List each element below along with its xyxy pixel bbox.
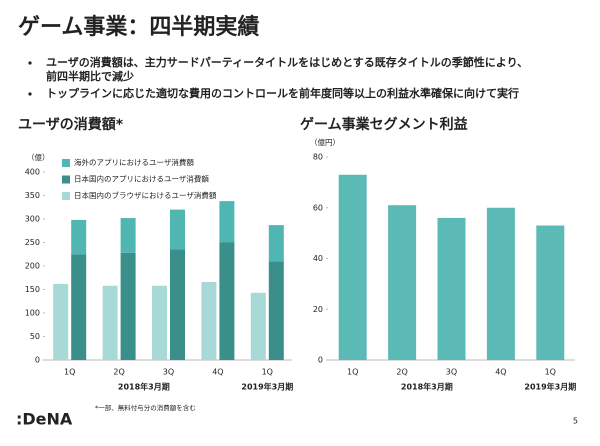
y-tick-label: 200 <box>25 262 40 271</box>
y-tick-label: 400 <box>25 168 40 177</box>
bar <box>486 207 515 360</box>
y-tick-label: 300 <box>25 215 40 224</box>
bar <box>102 285 118 360</box>
bar-segment <box>170 209 185 250</box>
footnote: *一部、無料付与分の消費額を含む <box>95 403 196 412</box>
bullet-dot <box>28 61 32 65</box>
page-number: 5 <box>573 417 578 426</box>
legend-label: 海外のアプリにおけるユーザ消費額 <box>74 157 194 167</box>
bar-segment <box>268 261 284 360</box>
y-tick-label: 350 <box>25 191 40 200</box>
bar-segment <box>71 254 87 360</box>
y-tick-label: 60 <box>313 203 323 212</box>
x-tick-label: 3Q <box>446 368 457 377</box>
x-group-label: 2019年3月期 <box>524 382 576 392</box>
bullet-text: トップラインに応じた適切な費用のコントロールを前年度同等以上の利益水準確保に向け… <box>46 86 519 100</box>
bar <box>53 283 69 360</box>
y-tick-label: 50 <box>30 332 40 341</box>
bar <box>437 217 466 360</box>
bar <box>201 281 217 360</box>
x-tick-label: 4Q <box>495 368 506 377</box>
x-tick-label: 1Q <box>545 368 556 377</box>
x-group-label: 2018年3月期 <box>118 382 170 392</box>
y-tick-label: 40 <box>313 254 323 263</box>
y-unit: （億） <box>27 152 50 162</box>
legend-label: 日本国内のアプリにおけるユーザ消費額 <box>74 174 209 184</box>
y-unit: （億円） <box>310 137 340 147</box>
x-tick-label: 2Q <box>113 368 124 377</box>
bar <box>338 174 367 360</box>
chart-title: ユーザの消費額* <box>18 116 124 133</box>
bar-segment <box>170 249 185 360</box>
y-tick-label: 20 <box>313 305 323 314</box>
x-group-label: 2019年3月期 <box>241 382 293 392</box>
bar-segment <box>71 219 87 255</box>
x-tick-label: 2Q <box>396 368 407 377</box>
chart-title: ゲーム事業セグメント利益 <box>300 116 468 133</box>
legend-label: 日本国内のブラウザにおけるユーザ消費額 <box>74 190 217 200</box>
x-tick-label: 1Q <box>64 368 75 377</box>
bullet-text: 前四半期比で減少 <box>46 69 134 83</box>
y-tick-label: 0 <box>318 356 323 365</box>
x-tick-label: 1Q <box>262 368 273 377</box>
bar-segment <box>219 201 235 243</box>
legend-swatch <box>62 192 70 200</box>
slide-title: ゲーム事業：四半期実績 <box>18 14 259 40</box>
legend-swatch <box>62 175 70 184</box>
bar <box>536 225 565 360</box>
y-tick-label: 250 <box>25 238 40 247</box>
bullet-dot <box>28 92 32 96</box>
y-tick-label: 150 <box>25 285 40 294</box>
y-tick-label: 80 <box>313 153 323 162</box>
logo: :DeNA <box>16 410 73 429</box>
bar <box>152 285 167 360</box>
y-tick-label: 100 <box>25 309 40 318</box>
bar <box>388 205 417 360</box>
bar-segment <box>120 218 136 253</box>
bar-segment <box>268 225 284 262</box>
bar <box>250 292 266 360</box>
legend-swatch <box>62 159 70 167</box>
bullet-text: ユーザの消費額は、主力サードパーティータイトルをはじめとする既存タイトルの季節性… <box>46 55 528 69</box>
bar-segment <box>120 252 136 360</box>
x-tick-label: 1Q <box>347 368 358 377</box>
x-tick-label: 3Q <box>163 368 174 377</box>
bar-segment <box>219 242 235 360</box>
y-tick-label: 0 <box>35 356 40 365</box>
x-tick-label: 4Q <box>212 368 223 377</box>
x-group-label: 2018年3月期 <box>401 382 453 392</box>
